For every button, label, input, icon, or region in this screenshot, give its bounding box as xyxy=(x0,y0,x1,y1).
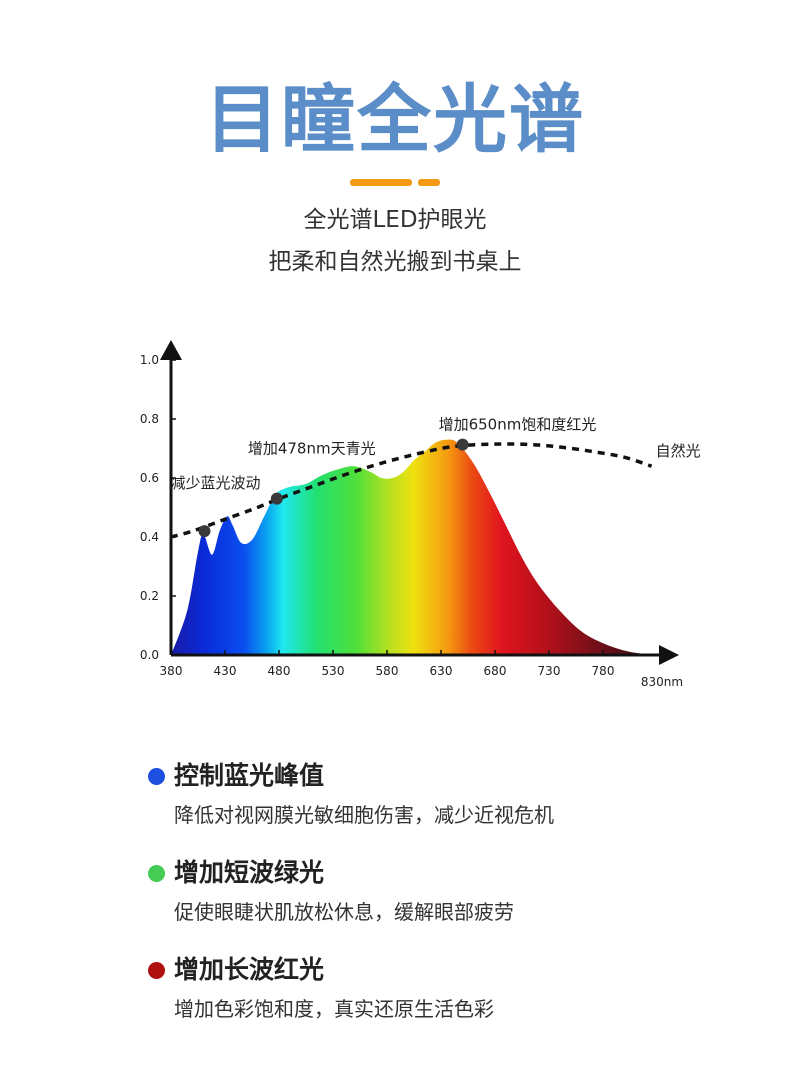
x-tick-label: 630 xyxy=(430,664,453,678)
red-dot-icon xyxy=(148,962,165,979)
title-divider-short xyxy=(418,179,440,186)
feature-description: 降低对视网膜光敏细胞伤害，减少近视危机 xyxy=(174,803,554,827)
subtitle-line-2: 把柔和自然光搬到书桌上 xyxy=(268,249,522,275)
x-axis-arrow-icon xyxy=(659,645,679,665)
x-tick-label: 580 xyxy=(376,664,399,678)
x-tick-label: 680 xyxy=(484,664,507,678)
annotation-marker xyxy=(456,438,469,451)
spectrum-area xyxy=(171,439,657,655)
title-divider-long xyxy=(350,179,412,186)
green-dot-icon xyxy=(148,865,165,882)
x-tick-label: 380 xyxy=(160,664,183,678)
feature-title: 增加长波红光 xyxy=(174,955,325,984)
annotation-label: 减少蓝光波动 xyxy=(170,474,260,492)
x-tick-label: 430 xyxy=(214,664,237,678)
x-tick-label: 480 xyxy=(268,664,291,678)
natural-light-line xyxy=(170,442,653,539)
y-tick-label: 0.6 xyxy=(140,471,159,485)
annotation-label: 增加650nm饱和度红光 xyxy=(439,416,597,434)
x-tick-label: 830nm xyxy=(641,675,683,689)
y-tick-label: 0.4 xyxy=(140,530,159,544)
y-tick-label: 0.2 xyxy=(140,589,159,603)
y-axis-arrow-icon xyxy=(160,340,182,360)
spectrum-chart: 380 430 480 530 580 630 680 730 780 830nm 0.0 0.2 0.… xyxy=(140,340,701,689)
annotation-marker xyxy=(198,525,211,538)
y-tick-label: 0.8 xyxy=(140,412,159,426)
x-tick-label: 530 xyxy=(322,664,345,678)
series-label-natural-light: 自然光 xyxy=(656,442,701,460)
x-tick-label: 730 xyxy=(538,664,561,678)
annotation-label: 增加478nm天青光 xyxy=(248,440,376,458)
feature-description: 增加色彩饱和度，真实还原生活色彩 xyxy=(174,997,494,1021)
annotation-marker xyxy=(270,492,283,505)
y-tick-label: 0.0 xyxy=(140,648,159,662)
x-tick-label: 780 xyxy=(592,664,615,678)
subtitle-line-1: 全光谱LED护眼光 xyxy=(303,207,487,233)
feature-title: 控制蓝光峰值 xyxy=(174,761,325,790)
blue-dot-icon xyxy=(148,768,165,785)
feature-title: 增加短波绿光 xyxy=(174,858,325,887)
page-title: 目瞳全光谱 xyxy=(205,77,585,163)
y-tick-label: 1.0 xyxy=(140,353,159,367)
feature-description: 促使眼睫状肌放松休息，缓解眼部疲劳 xyxy=(174,900,514,924)
